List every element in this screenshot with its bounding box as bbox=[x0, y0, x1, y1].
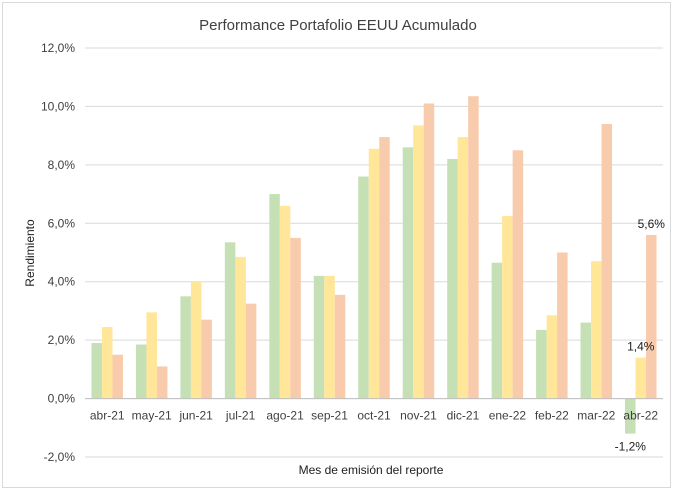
bar bbox=[235, 256, 246, 399]
bar bbox=[324, 275, 335, 399]
bar bbox=[402, 147, 414, 399]
bar bbox=[625, 398, 636, 434]
x-tick-label: oct-21 bbox=[357, 409, 391, 423]
x-tick-label: feb-22 bbox=[535, 409, 569, 423]
x-tick-label: abr-22 bbox=[623, 409, 658, 423]
x-tick-label: nov-21 bbox=[400, 409, 437, 423]
bar bbox=[112, 354, 123, 399]
bar-chart: Performance Portafolio EEUU Acumulado -2… bbox=[23, 17, 666, 477]
x-tick-label: jun-21 bbox=[178, 409, 213, 423]
bar bbox=[591, 261, 602, 399]
chart-title: Performance Portafolio EEUU Acumulado bbox=[199, 17, 477, 34]
x-tick-label: mar-22 bbox=[577, 409, 615, 423]
bar bbox=[224, 242, 236, 399]
bar bbox=[91, 343, 102, 399]
bar bbox=[245, 303, 257, 399]
bar bbox=[580, 322, 592, 399]
bar bbox=[468, 96, 479, 399]
y-axis-title: Rendimiento bbox=[23, 219, 37, 287]
x-axis-ticks: abr-21 may-21 jun-21 jul-21 ago-21 sep-21 oct-… bbox=[90, 409, 659, 423]
bar bbox=[135, 344, 147, 399]
x-tick-label: sep-21 bbox=[311, 409, 348, 423]
y-tick-label: 10,0% bbox=[41, 99, 75, 113]
x-tick-label: may-21 bbox=[132, 409, 172, 423]
bar bbox=[457, 137, 469, 399]
bar bbox=[423, 103, 435, 399]
bar bbox=[279, 205, 291, 399]
y-tick-label: 8,0% bbox=[48, 158, 76, 172]
bar bbox=[358, 176, 369, 399]
bar bbox=[491, 262, 503, 399]
y-tick-label: 2,0% bbox=[48, 333, 76, 347]
bar bbox=[368, 148, 380, 399]
bar bbox=[146, 312, 157, 399]
x-tick-label: abr-21 bbox=[90, 409, 125, 423]
bar bbox=[334, 294, 346, 399]
y-tick-label: 0,0% bbox=[48, 392, 76, 406]
bar bbox=[201, 319, 212, 399]
data-labels: -1,2% 1,4% 5,6% bbox=[615, 217, 666, 454]
bar bbox=[379, 137, 390, 399]
chart-frame: Performance Portafolio EEUU Acumulado -2… bbox=[2, 2, 671, 488]
y-tick-label: 4,0% bbox=[48, 275, 76, 289]
bar bbox=[156, 366, 168, 399]
bar bbox=[635, 357, 647, 399]
bar bbox=[413, 125, 424, 399]
bar bbox=[502, 215, 513, 399]
y-tick-label: 6,0% bbox=[48, 216, 76, 230]
x-axis-title: Mes de emisión del reporte bbox=[299, 463, 444, 477]
x-tick-label: jul-21 bbox=[225, 409, 256, 423]
bar bbox=[601, 123, 613, 399]
y-tick-label: -2,0% bbox=[44, 450, 76, 464]
bar bbox=[646, 234, 657, 399]
bar bbox=[269, 194, 280, 399]
bar bbox=[546, 315, 558, 399]
data-label: 5,6% bbox=[638, 217, 666, 231]
x-tick-label: ene-22 bbox=[489, 409, 527, 423]
bars bbox=[91, 96, 657, 434]
data-label: 1,4% bbox=[627, 340, 655, 354]
y-axis-ticks: -2,0% 0,0% 2,0% 4,0% 6,0% 8,0% 10,0% 12,0% bbox=[41, 41, 75, 464]
bar bbox=[313, 275, 325, 399]
x-tick-label: dic-21 bbox=[447, 409, 480, 423]
data-label: -1,2% bbox=[615, 440, 647, 454]
bar bbox=[290, 237, 301, 399]
y-tick-label: 12,0% bbox=[41, 41, 75, 55]
bar bbox=[190, 281, 202, 399]
x-tick-label: ago-21 bbox=[266, 409, 304, 423]
bar bbox=[536, 329, 547, 399]
bar bbox=[180, 296, 191, 399]
bar bbox=[447, 159, 458, 399]
bar bbox=[557, 252, 568, 399]
bar bbox=[101, 326, 113, 399]
bar bbox=[512, 150, 524, 399]
